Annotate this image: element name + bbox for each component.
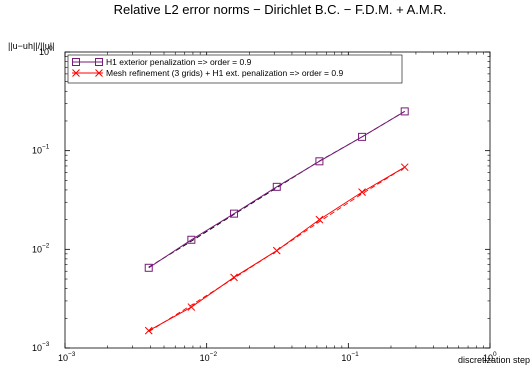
series-2-point — [400, 163, 409, 172]
legend-swatch-marker — [72, 69, 80, 77]
series-2-point — [272, 246, 281, 255]
legend-box — [67, 54, 403, 84]
series-2-point — [144, 326, 153, 335]
series-1-point — [272, 182, 281, 191]
x-axis-label: discretization step — [458, 355, 530, 365]
x-tick-exponent: −1 — [351, 351, 359, 358]
legend: H1 exterior penalization => order = 0.9M… — [67, 54, 403, 84]
legend-swatch-marker — [72, 58, 80, 66]
plot-frame — [64, 51, 491, 349]
series-1 — [144, 107, 409, 272]
x-tick-exponent: 0 — [493, 351, 497, 358]
series-1-point — [187, 235, 196, 244]
y-tick-exponent: −1 — [42, 144, 50, 151]
y-tick-label: 10−1 — [32, 144, 50, 156]
series-1-line — [148, 110, 405, 269]
y-tick-exponent: 0 — [49, 45, 53, 52]
series-1-point — [230, 209, 239, 218]
y-tick-exponent: −2 — [42, 242, 50, 249]
x-tick-label: 10−3 — [58, 351, 76, 363]
series-2-fit-line — [148, 166, 405, 333]
series-2-point — [230, 273, 238, 282]
x-tick-exponent: −2 — [210, 351, 218, 358]
series-1-point — [144, 263, 153, 272]
legend-label: H1 exterior penalization => order = 0.9 — [106, 57, 252, 67]
y-tick-label: 10−3 — [32, 341, 50, 353]
y-tick-exponent: −3 — [42, 341, 50, 348]
x-tick-label: 10−1 — [341, 351, 359, 363]
series-1-point — [400, 107, 409, 116]
chart-title: Relative L2 error norms − Dirichlet B.C.… — [114, 2, 447, 17]
legend-swatch-marker — [95, 58, 103, 66]
series-1-point — [358, 132, 367, 141]
series-2-point — [187, 303, 196, 311]
x-tick-exponent: −3 — [68, 351, 76, 358]
y-tick-label: 10−2 — [32, 242, 50, 254]
legend-label: Mesh refinement (3 grids) + H1 ext. pena… — [106, 68, 343, 78]
legend-swatch-marker — [95, 69, 103, 77]
series-2-point — [315, 215, 324, 224]
series-1-point — [315, 157, 324, 166]
series-2 — [144, 163, 409, 335]
x-tick-label: 10−2 — [200, 351, 218, 363]
series-2-point — [358, 188, 366, 196]
y-axis-label: ||u−uh||/||u|| — [8, 41, 54, 51]
y-tick-label: 100 — [39, 45, 53, 57]
series-layer — [144, 107, 409, 335]
